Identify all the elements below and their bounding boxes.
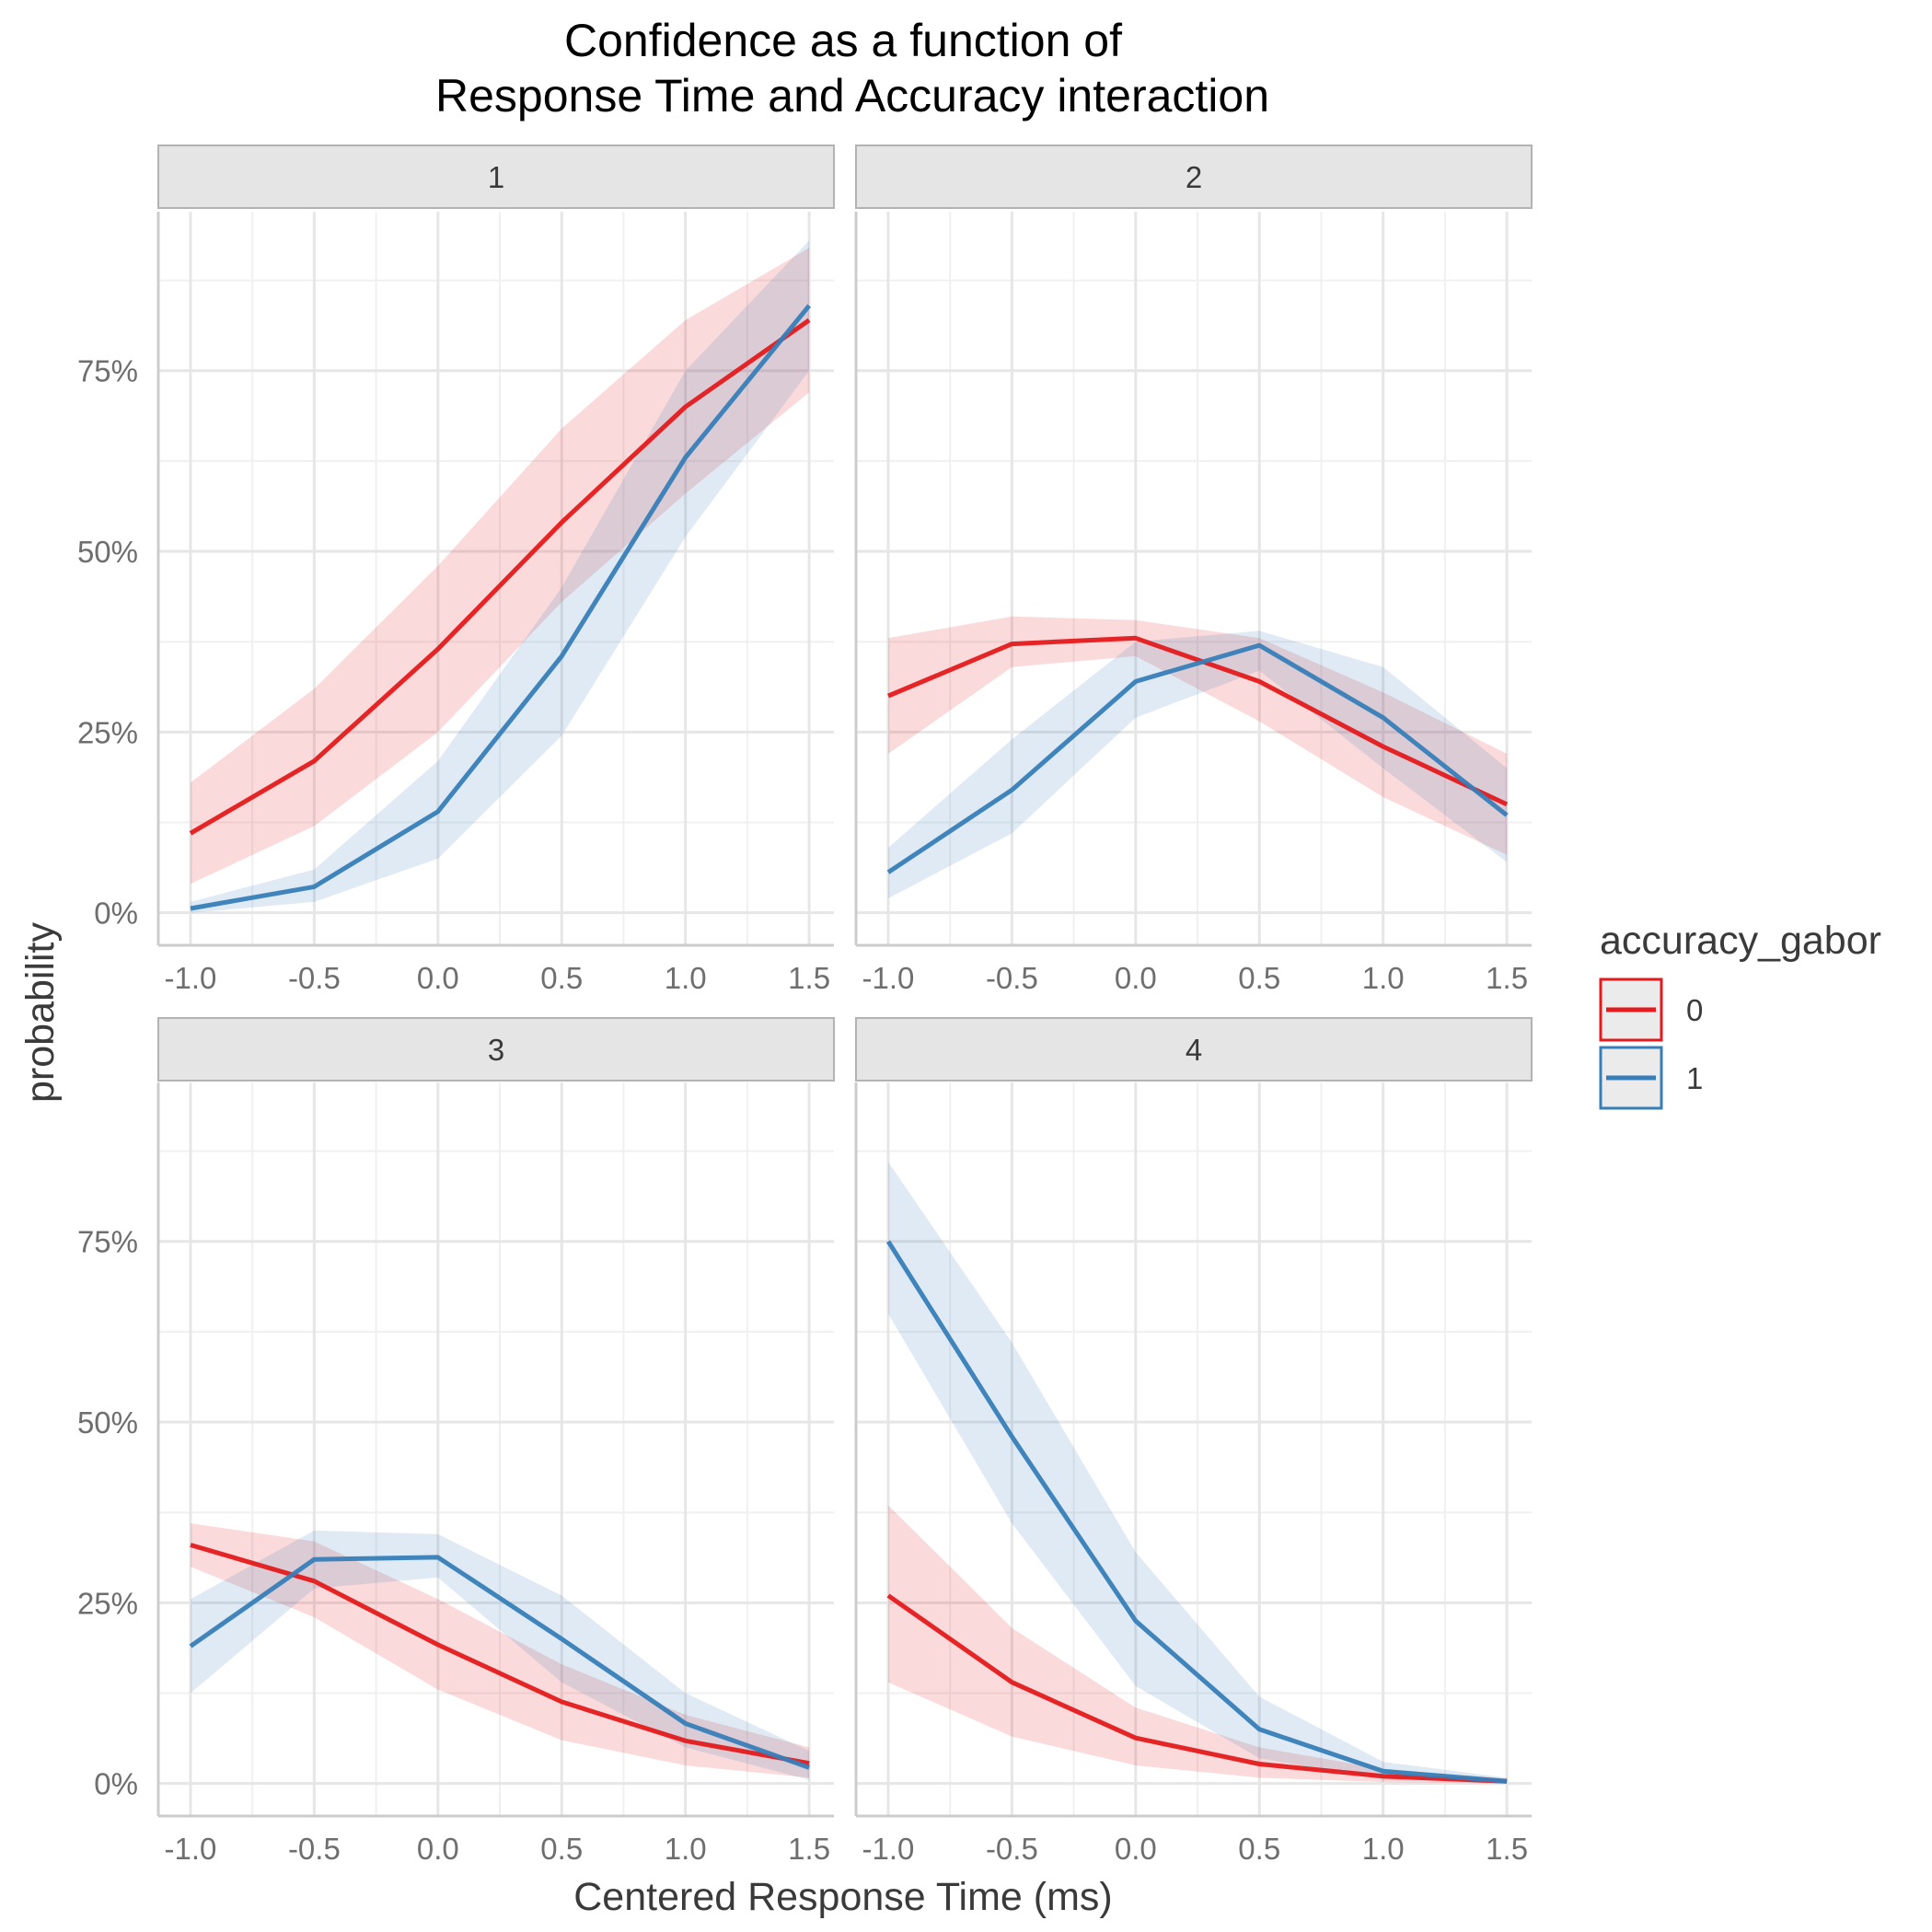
series-line-0 <box>189 318 811 836</box>
legend-item-1: 1 <box>1599 1046 1703 1110</box>
x-tick-label: -1.0 <box>862 961 915 995</box>
x-tick-label: 0.0 <box>417 961 459 995</box>
confidence-band-1 <box>191 1530 810 1780</box>
series-line-0 <box>886 1593 1508 1784</box>
x-tick-label: 0.0 <box>1115 961 1157 995</box>
x-tick-label: 0.5 <box>1238 1832 1280 1866</box>
x-axis-title: Centered Response Time (ms) <box>573 1875 1113 1919</box>
x-tick-label: -0.5 <box>288 1832 341 1866</box>
x-tick-label: 1.0 <box>1362 1832 1405 1866</box>
facet-panel-2: 2 -1.0 -0.5 0.0 0.5 1.0 1.5 <box>854 145 1533 995</box>
chart-title-line-1: Confidence as a function of <box>564 15 1122 66</box>
facet-strip-label: 3 <box>488 1033 504 1067</box>
facet-strip <box>157 1017 835 1082</box>
legend-label: 0 <box>1686 993 1703 1027</box>
x-tick-label: 0.5 <box>540 1832 583 1866</box>
x-tick-label: 1.5 <box>1486 961 1528 995</box>
x-tick-label: 0.5 <box>1238 961 1280 995</box>
x-tick-label: -0.5 <box>986 961 1038 995</box>
y-tick-label: 75% <box>77 354 138 388</box>
x-tick-label: -1.0 <box>165 961 217 995</box>
y-tick-label: 0% <box>94 1767 138 1801</box>
facet-panel-4: 4 -1.0 -0.5 0.0 0.5 1.0 1.5 <box>854 1017 1533 1866</box>
y-tick-label: 0% <box>94 897 138 931</box>
legend-item-0: 0 <box>1599 978 1703 1042</box>
legend-label: 1 <box>1686 1061 1703 1095</box>
x-tick-label: 1.5 <box>788 961 830 995</box>
series-line-1 <box>190 304 812 911</box>
y-tick-label: 25% <box>77 1586 138 1620</box>
series-line-1 <box>189 1555 810 1770</box>
x-tick-label: -0.5 <box>288 961 341 995</box>
x-tick-label: 1.5 <box>1486 1832 1528 1866</box>
y-tick-label: 25% <box>77 715 138 749</box>
series-line-0 <box>887 635 1509 807</box>
x-tick-label: 0.0 <box>417 1832 459 1866</box>
confidence-band-0 <box>191 248 810 885</box>
x-tick-label: 0.0 <box>1115 1832 1157 1866</box>
facet-strip <box>157 145 835 209</box>
confidence-band-0 <box>888 1505 1508 1784</box>
y-tick-label: 75% <box>77 1225 138 1259</box>
chart-title-line-2: Response Time and Accuracy interaction <box>435 70 1269 121</box>
y-axis-title: probability <box>18 922 63 1103</box>
x-tick-label: -0.5 <box>986 1832 1038 1866</box>
x-tick-label: 1.0 <box>665 961 707 995</box>
facet-strip <box>855 145 1533 209</box>
series-line-1 <box>885 1240 1508 1784</box>
x-tick-label: 1.0 <box>665 1832 707 1866</box>
confidence-band-0 <box>191 1523 810 1778</box>
facet-strip-label: 2 <box>1186 160 1202 194</box>
x-tick-label: 1.0 <box>1362 961 1405 995</box>
facet-strip <box>855 1017 1533 1082</box>
facet-strip-label: 4 <box>1186 1033 1202 1067</box>
x-tick-label: 1.5 <box>788 1832 830 1866</box>
legend-title: accuracy_gabor <box>1600 919 1881 963</box>
confidence-band-1 <box>888 1162 1508 1784</box>
facet-panel-1: 1 -1.0 -0.5 0.0 0.5 1.0 1.5 0% 25% 50% 75% <box>77 145 835 995</box>
y-tick-label: 50% <box>77 1406 138 1440</box>
x-tick-label: -1.0 <box>165 1832 217 1866</box>
legend: accuracy_gabor 0 1 <box>1599 919 1881 1110</box>
x-tick-label: 0.5 <box>540 961 583 995</box>
facet-strip-label: 1 <box>488 160 504 194</box>
y-tick-label: 50% <box>77 535 138 569</box>
confidence-band-1 <box>191 240 810 913</box>
series-line-1 <box>886 642 1509 874</box>
x-tick-label: -1.0 <box>862 1832 915 1866</box>
facet-panel-3: 3 -1.0 -0.5 0.0 0.5 1.0 1.5 0% 25% 50% 75% <box>77 1017 835 1866</box>
facet-panels: 1 -1.0 -0.5 0.0 0.5 1.0 1.5 0% 25% 50% 75% 2 -1.0 -0.… <box>77 145 1533 1866</box>
